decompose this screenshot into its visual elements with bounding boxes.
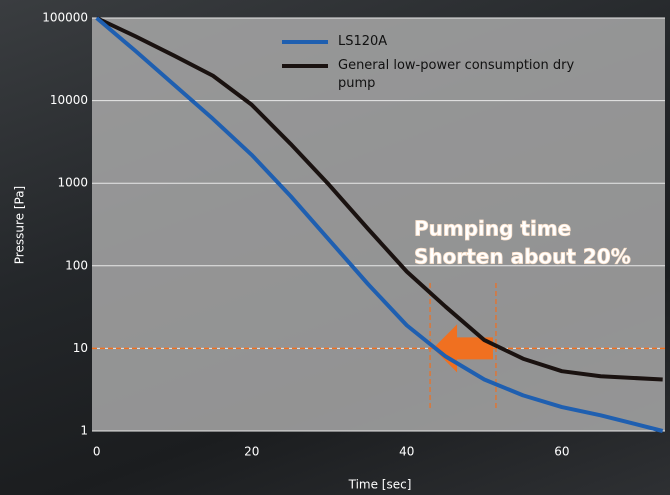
- x-tick-label: 40: [399, 445, 414, 459]
- series-line: [95, 16, 663, 382]
- legend-label: LS120A: [338, 34, 388, 49]
- legend-entry: LS120A: [282, 33, 588, 51]
- x-tick-label: 20: [244, 445, 259, 459]
- y-tick-label: 10000: [50, 93, 88, 107]
- arrow: [433, 324, 493, 373]
- y-tick-label: 100000: [42, 11, 88, 25]
- legend-entry: General low-power consumption dry pump: [282, 57, 588, 93]
- legend-label: General low-power consumption dry pump: [338, 58, 575, 91]
- y-tick-label: 10: [73, 341, 88, 355]
- y-tick-label: 1000: [57, 176, 88, 190]
- legend-swatch: [282, 64, 328, 68]
- y-axis-label: Pressure [Pa]: [13, 186, 27, 264]
- x-tick-label: 0: [93, 445, 101, 459]
- y-tick-label: 1: [80, 424, 88, 438]
- legend-swatch: [282, 40, 328, 44]
- series-line: [95, 16, 664, 433]
- annotation: Pumping time: [414, 217, 571, 241]
- x-axis-label: Time [sec]: [348, 478, 412, 492]
- x-tick-label: 60: [554, 445, 569, 459]
- y-tick-label: 100: [65, 258, 88, 272]
- plot-area: [92, 18, 665, 431]
- annotation: Shorten about 20%: [414, 245, 631, 269]
